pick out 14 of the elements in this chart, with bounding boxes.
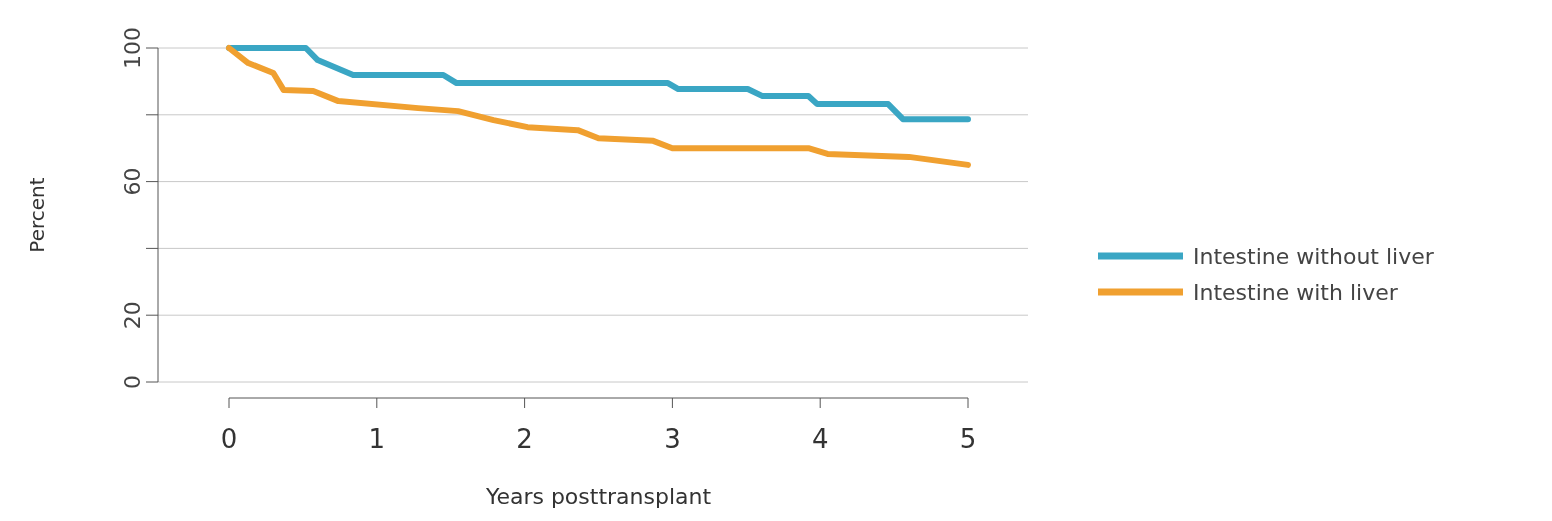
y-tick-label: 20	[120, 301, 145, 330]
y-axis-title: Percent	[25, 177, 49, 253]
y-tick-label: 60	[120, 167, 145, 196]
x-tick-label: 0	[220, 424, 238, 454]
x-tick-label: 5	[959, 424, 977, 454]
x-axis-title: Years posttransplant	[484, 484, 712, 509]
x-tick-label: 2	[516, 424, 533, 454]
y-tick-label: 100	[120, 27, 145, 69]
x-tick-label: 3	[664, 424, 681, 454]
x-tick-label: 1	[368, 424, 386, 454]
legend-label: Intestine without liver	[1193, 244, 1435, 269]
y-tick-label: 0	[120, 375, 145, 389]
legend-label: Intestine with liver	[1193, 280, 1399, 305]
x-tick-label: 4	[811, 424, 829, 454]
